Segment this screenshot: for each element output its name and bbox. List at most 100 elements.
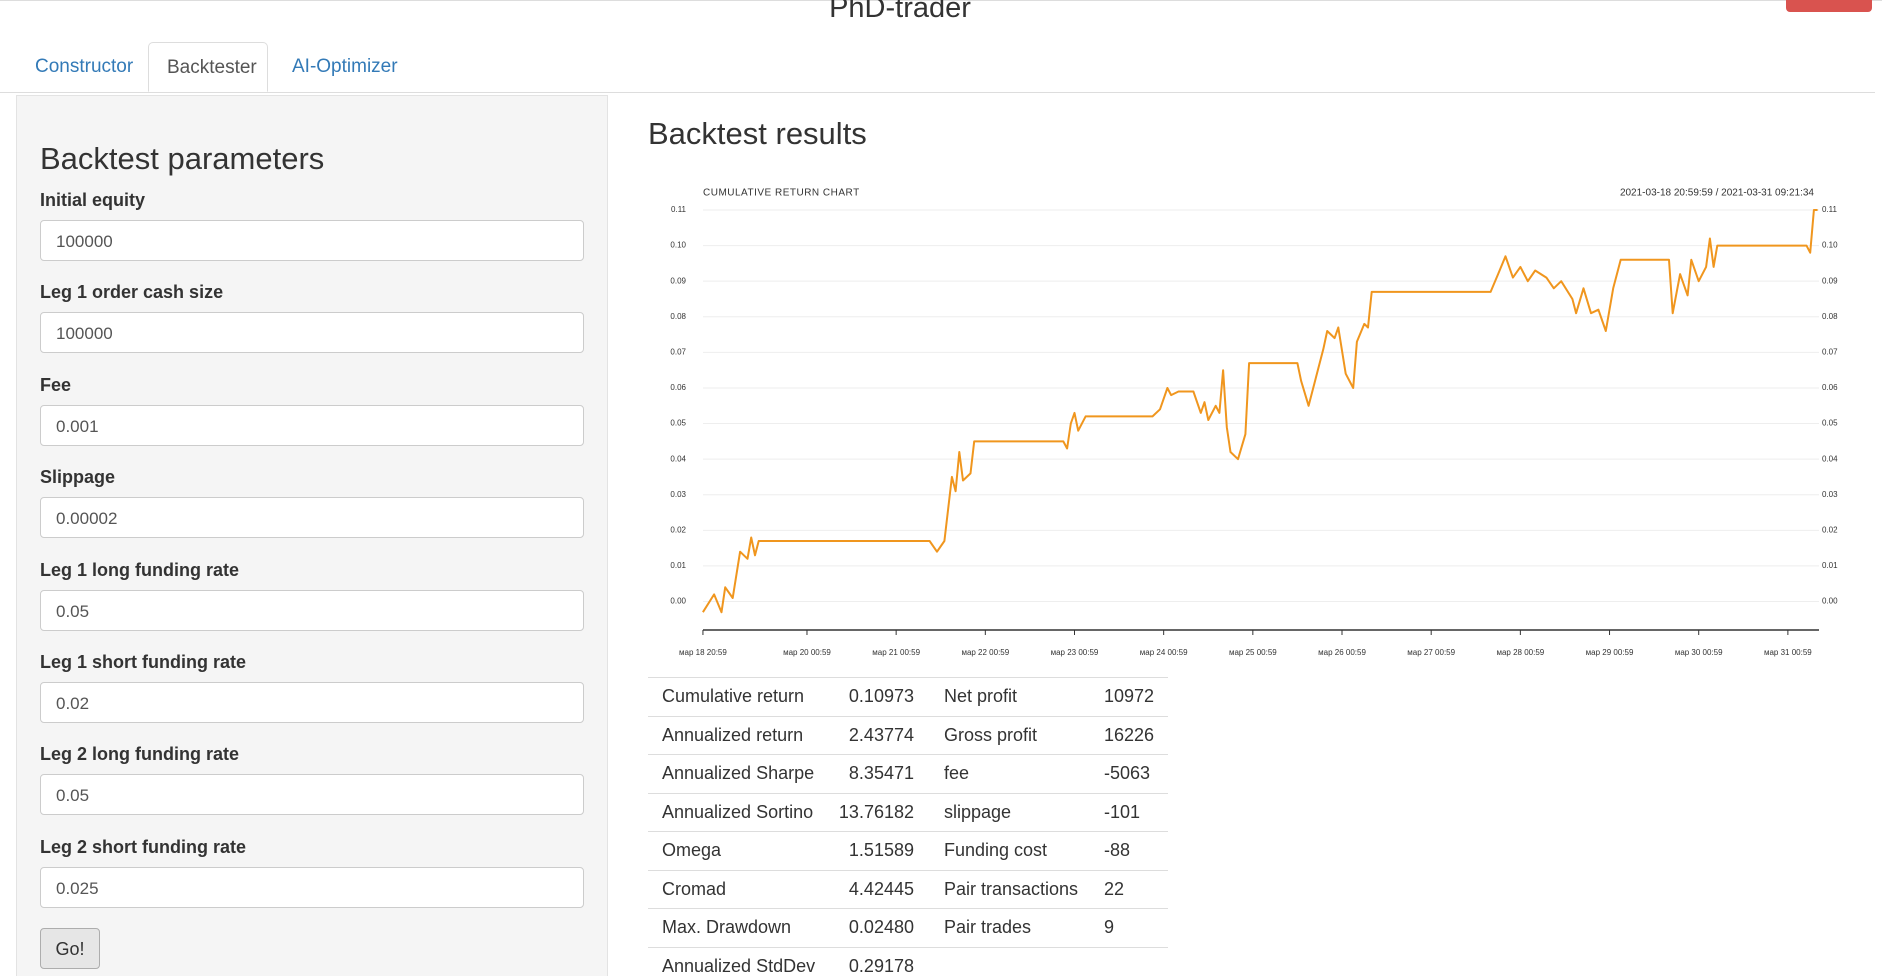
y-tick-label: 0.02 [670,525,686,534]
y2-tick-label: 0.11 [1822,205,1838,214]
table-cell: Cumulative return [662,686,805,706]
y-tick-label: 0.06 [670,383,686,392]
field-label: Leg 1 order cash size [40,282,224,303]
table-cell: Omega [662,840,722,860]
row-border [648,946,1168,948]
y2-tick-label: 0.02 [1822,525,1838,534]
x-tick-label: мар 18 20:59 [679,648,727,657]
text-input[interactable]: 0.001 [40,404,584,446]
y2-tick-label: 0.00 [1822,597,1838,606]
y-tick-label: 0.05 [670,419,686,428]
x-tick-label: мар 31 00:59 [1764,648,1812,657]
table-cell: Cromad [662,878,727,899]
table-cell: 22 [1104,878,1125,899]
table-cell: slippage [944,801,1012,822]
row-border [648,754,1168,755]
top-edge [0,0,1882,1]
chart-range: 2021-03-18 20:59:59 / 2021-03-31 09:21:3… [1620,188,1814,199]
x-tick-label: мар 29 00:59 [1586,648,1634,657]
table-cell: Gross profit [944,724,1038,745]
x-tick-label: мар 25 00:59 [1229,648,1277,657]
tab[interactable]: AI-Optimizer [292,56,398,77]
table-cell: 10972 [1104,686,1155,706]
table-cell: 8.35471 [848,763,914,783]
tab[interactable]: Backtester [148,42,268,92]
y-tick-label: 0.03 [670,490,686,499]
x-tick-label: мар 20 00:59 [783,648,831,657]
corner-button[interactable] [1786,0,1872,12]
app-title: PhD-trader [829,0,971,24]
text-input[interactable]: 0.05 [40,589,584,631]
table-cell: Pair trades [944,917,1032,937]
field-label: Leg 1 long funding rate [40,559,239,580]
y2-tick-label: 0.10 [1822,241,1838,250]
table-cell: Pair transactions [944,878,1079,899]
y2-tick-label: 0.07 [1822,347,1838,356]
table-cell: 2.43774 [848,724,914,745]
table-cell: 0.10973 [848,686,914,706]
table-cell: Annualized Sortino [662,801,814,822]
row-border [648,715,1168,717]
y-tick-label: 0.10 [670,241,686,250]
text-input[interactable]: 0.025 [40,866,584,908]
x-tick-label: мар 30 00:59 [1675,648,1723,657]
text-input[interactable]: 100000 [40,220,584,261]
table-cell: -88 [1104,840,1131,860]
row-border [648,677,1168,678]
x-tick-label: мар 21 00:59 [872,648,920,657]
table-cell: fee [944,763,970,783]
table-cell: 1.51589 [848,840,914,860]
y2-tick-label: 0.05 [1822,419,1838,428]
text-input[interactable]: 0.02 [40,682,584,723]
go-button[interactable]: Go! [40,928,100,969]
table-cell: 0.29178 [848,955,914,976]
table-cell: 9 [1104,917,1115,937]
y2-tick-label: 0.04 [1822,454,1838,463]
y2-tick-label: 0.03 [1822,490,1838,499]
field-label: Initial equity [40,190,146,210]
field-label: Fee [40,374,72,395]
return-line [702,209,1818,614]
field-label: Leg 1 short funding rate [40,652,247,672]
x-tick-label: мар 23 00:59 [1051,648,1099,657]
y2-tick-label: 0.08 [1822,312,1838,321]
table-cell: 13.76182 [838,801,914,822]
y2-tick-label: 0.06 [1822,383,1838,392]
field-label: Slippage [40,467,116,488]
y2-tick-label: 0.01 [1822,561,1838,570]
text-input[interactable]: 0.05 [40,774,584,816]
text-input[interactable]: 100000 [40,312,584,354]
row-border [648,831,1168,832]
table-cell: Annualized Sharpe [662,763,815,783]
field-label: Leg 2 long funding rate [40,744,239,765]
results-title: Backtest results [648,116,867,151]
x-tick-label: мар 24 00:59 [1140,648,1188,657]
table-cell: Net profit [944,686,1018,706]
y-tick-label: 0.09 [670,276,686,285]
tab[interactable]: Constructor [35,56,134,77]
row-border [648,908,1168,909]
table-cell: -5063 [1104,763,1151,783]
field-label: Leg 2 short funding rate [40,836,247,857]
table-cell: -101 [1104,801,1141,822]
x-tick-label: мар 28 00:59 [1496,648,1544,657]
table-cell: 4.42445 [848,878,914,899]
x-tick-label: мар 27 00:59 [1407,648,1455,657]
table-cell: Annualized return [662,724,804,745]
y-tick-label: 0.04 [670,454,686,463]
y-tick-label: 0.08 [670,312,686,321]
table-cell: Max. Drawdown [662,917,792,937]
x-tick-label: мар 22 00:59 [961,648,1009,657]
y2-tick-label: 0.09 [1822,276,1838,285]
text-input[interactable]: 0.00002 [40,497,584,539]
y-tick-label: 0.01 [670,561,686,570]
row-border [648,869,1168,871]
table-cell: Funding cost [944,840,1048,860]
y-tick-label: 0.00 [670,597,686,606]
table-cell: 16226 [1104,724,1155,745]
y-tick-label: 0.07 [670,347,686,356]
chart-title: CUMULATIVE RETURN CHART [703,188,860,199]
tab-border [0,92,1875,93]
